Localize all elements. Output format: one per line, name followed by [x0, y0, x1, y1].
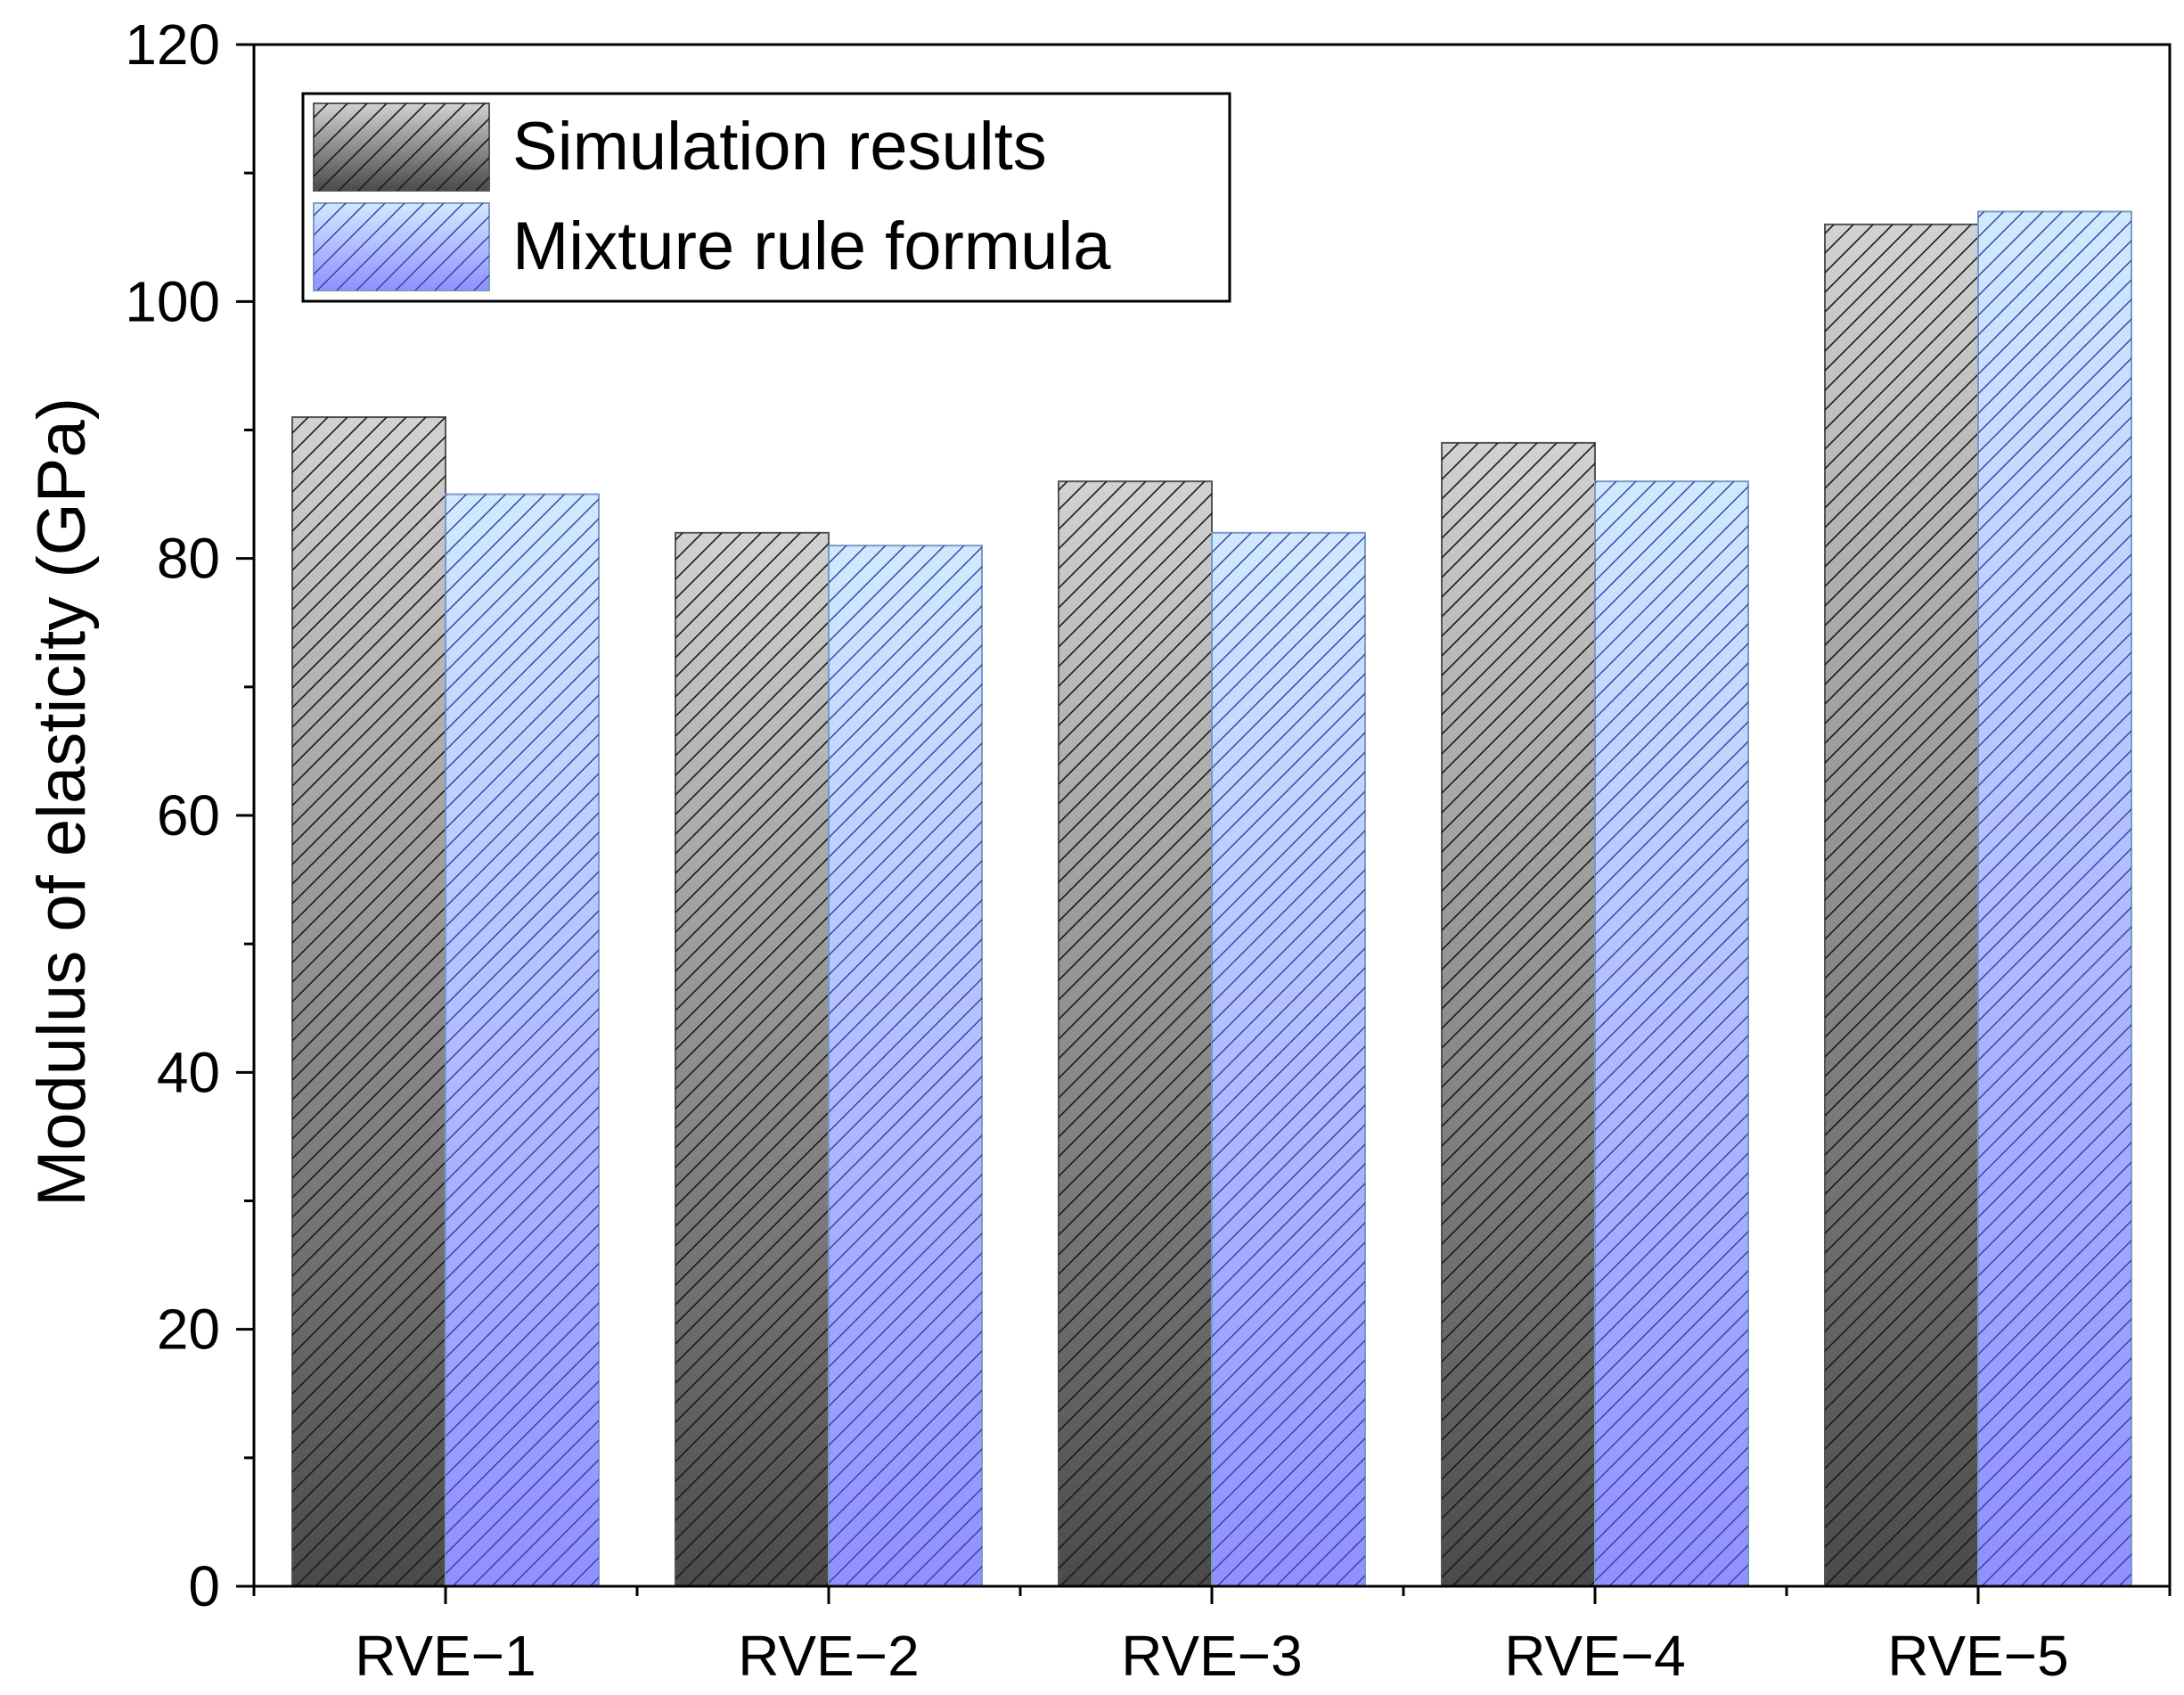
- legend-label-simulation: Simulation results: [512, 109, 1047, 184]
- legend: Simulation results Mixture rule formula: [301, 92, 1231, 303]
- y-axis-label: Modulus of elasticity (GPa): [24, 397, 100, 1207]
- y-tick-label: 60: [157, 783, 220, 848]
- y-tick-label: 0: [188, 1554, 220, 1618]
- bar-mixture-4: [1594, 480, 1749, 1588]
- x-tick-label: RVE−1: [355, 1624, 536, 1688]
- y-tick-label: 80: [157, 527, 220, 591]
- bar-simulation-1: [291, 416, 446, 1587]
- bar-simulation-5: [1824, 223, 1979, 1587]
- x-tick-label: RVE−2: [738, 1624, 919, 1688]
- legend-swatch-mixture: [313, 202, 490, 291]
- x-tick-label: RVE−5: [1887, 1624, 2068, 1688]
- bars-layer: [291, 210, 2132, 1588]
- bar-simulation-3: [1058, 480, 1213, 1588]
- bar-simulation-2: [675, 531, 830, 1587]
- bar-mixture-1: [445, 493, 600, 1587]
- y-tick-label: 120: [125, 12, 220, 77]
- y-tick-label: 100: [125, 269, 220, 333]
- bar-mixture-5: [1977, 210, 2132, 1588]
- x-tick-label: RVE−4: [1504, 1624, 1685, 1688]
- bar-mixture-3: [1211, 531, 1366, 1587]
- x-tick-label: RVE−3: [1121, 1624, 1302, 1688]
- bar-mixture-2: [828, 545, 983, 1587]
- legend-label-mixture: Mixture rule formula: [512, 209, 1111, 284]
- y-tick-label: 20: [157, 1298, 220, 1362]
- axes: 0 20 40 60 80 100 120 RVE−1 RVE−2 RVE−3 RVE−4 RVE−5: [125, 12, 2172, 1688]
- bar-simulation-4: [1441, 441, 1596, 1588]
- legend-swatch-simulation: [313, 102, 490, 192]
- y-tick-label: 40: [157, 1040, 220, 1104]
